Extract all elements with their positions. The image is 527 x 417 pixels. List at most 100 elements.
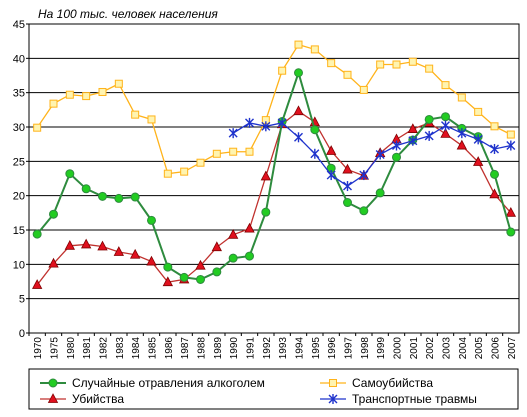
data-point: [392, 140, 401, 151]
data-point: [147, 215, 156, 225]
data-point: [310, 125, 320, 135]
data-point: [310, 45, 319, 54]
data-point: [326, 145, 337, 155]
data-point: [48, 257, 59, 268]
x-tick-label: 1997: [344, 337, 355, 360]
data-point: [131, 110, 140, 119]
data-point: [195, 259, 206, 270]
data-point: [490, 122, 499, 131]
x-tick-label: 2004: [458, 337, 469, 360]
x-tick-label: 2007: [507, 337, 518, 360]
data-point: [196, 274, 205, 284]
y-tick-label: 10: [13, 259, 25, 271]
data-point: [114, 193, 124, 203]
gridlines: [29, 57, 519, 300]
data-point: [342, 163, 353, 174]
y-tick-label: 25: [13, 156, 25, 168]
data-point: [228, 128, 238, 139]
data-point: [359, 206, 369, 216]
data-point: [245, 251, 254, 261]
data-point: [456, 139, 467, 150]
data-point: [408, 135, 418, 146]
legend-label: Случайные отравления алкоголем: [72, 376, 265, 390]
data-point: [343, 70, 352, 79]
x-tick-label: 2000: [393, 337, 404, 360]
data-point: [424, 130, 434, 141]
legend-marker: [47, 393, 59, 403]
x-tick-label: 2005: [474, 337, 485, 360]
data-point: [425, 64, 434, 73]
data-point: [277, 117, 287, 128]
data-point: [506, 227, 516, 237]
data-point: [162, 276, 173, 287]
data-point: [261, 207, 271, 217]
data-point: [343, 181, 352, 192]
x-tick-label: 1983: [115, 337, 126, 360]
data-point: [32, 279, 43, 289]
x-tick-label: 1993: [278, 337, 289, 360]
y-tick-label: 30: [13, 122, 25, 134]
legend-box: [28, 368, 519, 410]
data-point: [32, 229, 42, 239]
data-point: [228, 253, 238, 263]
x-tick-label: 1970: [33, 337, 44, 360]
data-point: [65, 169, 75, 179]
data-point: [376, 60, 385, 69]
x-tick-label: 1990: [229, 337, 240, 360]
x-tick-label: 1988: [197, 337, 208, 360]
data-point: [113, 246, 124, 256]
data-point: [211, 241, 222, 252]
data-point: [375, 149, 385, 160]
data-point: [180, 167, 189, 176]
x-tick-label: 1991: [246, 337, 257, 360]
data-point: [245, 117, 254, 128]
x-tick-label: 1985: [148, 337, 159, 360]
legend-item: Самоубийства: [320, 376, 433, 390]
data-point: [506, 140, 516, 151]
legend-marker: [48, 378, 58, 388]
x-tick-label: 1998: [360, 337, 371, 360]
x-tick-label: 1981: [82, 337, 93, 360]
data-point: [490, 143, 499, 154]
legend-item: Транспортные травмы: [320, 392, 477, 406]
data-point: [179, 272, 189, 282]
data-point: [441, 81, 450, 90]
x-tick-label: 1995: [311, 337, 322, 360]
data-point: [326, 170, 336, 181]
data-point: [408, 57, 417, 66]
x-tick-label: 1975: [50, 337, 61, 360]
data-point: [473, 134, 483, 145]
data-point: [81, 184, 91, 194]
data-point: [82, 92, 91, 101]
x-tick-label: 1984: [131, 337, 142, 360]
legend-item: Убийства: [40, 392, 124, 406]
data-point: [294, 40, 303, 49]
data-point: [310, 148, 320, 159]
data-point: [97, 240, 108, 251]
x-tick-label: 1999: [376, 337, 387, 360]
y-tick-label: 0: [19, 328, 25, 340]
data-point: [163, 262, 173, 272]
series-случайные-отравления-алкоголем: [32, 68, 516, 284]
legend-label: Убийства: [72, 392, 124, 406]
data-point: [474, 107, 483, 116]
data-point: [49, 209, 58, 219]
data-point: [473, 156, 484, 166]
data-point: [98, 87, 107, 96]
x-tick-label: 2002: [425, 337, 436, 360]
series-самоубийства: [33, 40, 515, 178]
x-tick-label: 1989: [213, 337, 224, 360]
data-point: [441, 112, 450, 122]
data-point: [212, 149, 221, 158]
data-point: [327, 59, 336, 68]
data-point: [505, 206, 516, 217]
y-tick-label: 45: [13, 19, 25, 31]
series-line: [232, 122, 511, 187]
x-tick-label: 1994: [295, 337, 306, 360]
legend: Случайные отравления алкоголем Самоубийст…: [28, 368, 519, 410]
data-point: [261, 121, 271, 132]
data-point: [130, 192, 140, 202]
legend-label: Самоубийства: [352, 376, 433, 390]
data-point: [260, 170, 271, 181]
